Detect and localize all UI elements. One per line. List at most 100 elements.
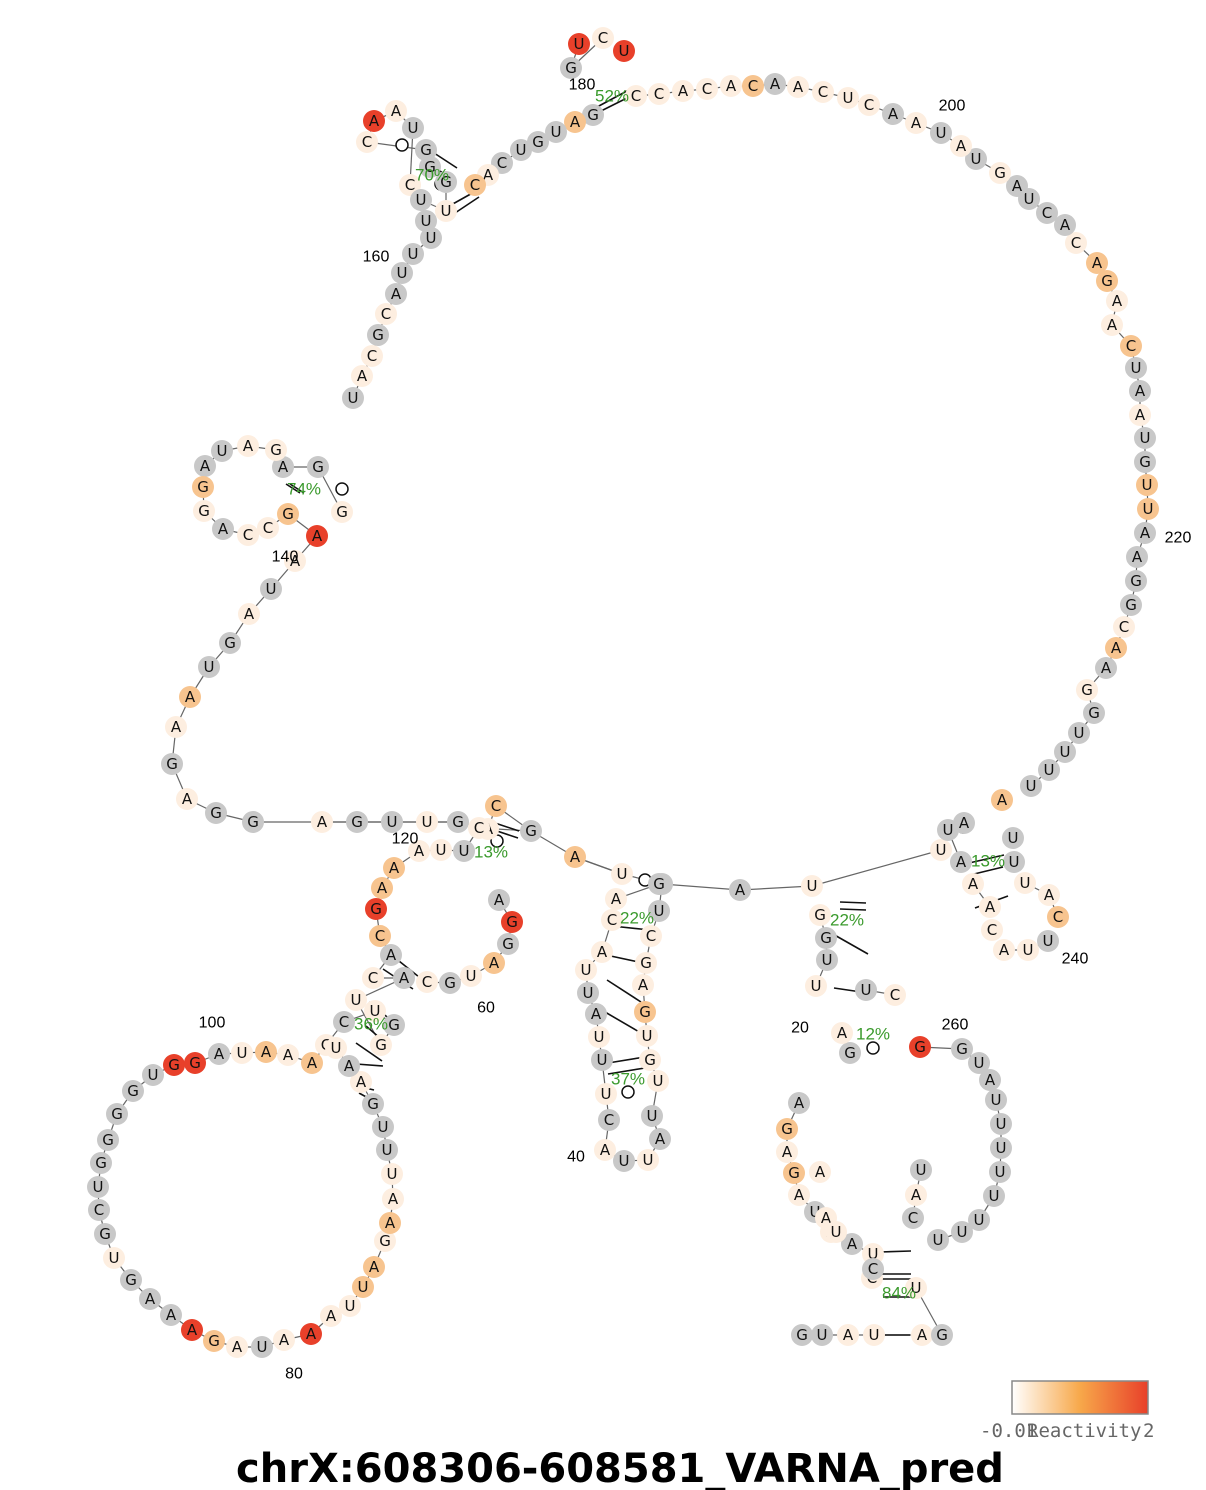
nucleotide-letter: U	[408, 119, 419, 137]
nucleotide-circle	[90, 1152, 112, 1174]
nucleotide-circle	[420, 227, 442, 249]
base-pair-line	[285, 483, 301, 494]
nucleotide-circle	[122, 1080, 144, 1102]
nucleotide: U	[142, 1064, 164, 1086]
nucleotide-circle	[979, 1069, 1001, 1091]
nucleotide-letter: A	[214, 1045, 225, 1063]
nucleotide: C	[981, 919, 1003, 941]
nucleotide: A	[991, 789, 1013, 811]
nucleotide: C	[648, 83, 670, 105]
nucleotide: A	[594, 1139, 616, 1161]
nucleotide: A	[979, 896, 1001, 918]
nucleotide-letter: A	[1060, 216, 1071, 234]
nucleotide-letter: U	[257, 1338, 268, 1356]
nucleotide-circle	[837, 1324, 859, 1346]
nucleotide: G	[560, 57, 582, 79]
nucleotide-circle	[375, 303, 397, 325]
nucleotide: U	[825, 1221, 847, 1243]
nucleotide-letter: U	[933, 1231, 944, 1249]
nucleotide-circle	[648, 900, 670, 922]
nucleotide-letter: A	[985, 898, 996, 916]
nucleotide-letter: C	[422, 973, 432, 991]
nucleotide-letter: A	[357, 367, 368, 385]
nucleotide-circle	[416, 971, 438, 993]
nucleotide-circle	[1038, 759, 1060, 781]
nucleotide-circle	[809, 904, 831, 926]
nucleotide: U	[415, 210, 437, 232]
nucleotide: A	[284, 550, 306, 572]
nucleotide-circle	[415, 210, 437, 232]
nucleotide-circle	[333, 1011, 355, 1033]
nucleotide-letter: G	[424, 158, 436, 176]
reactivity-colorbar: -0.01 Reactivity 2	[980, 1380, 1154, 1442]
nucleotide-circle	[910, 1159, 932, 1181]
nucleotide-circle	[927, 1229, 949, 1251]
nucleotide-letter: G	[1125, 596, 1137, 614]
base-pair-line	[839, 908, 867, 911]
nucleotide: A	[383, 857, 405, 879]
nucleotide: G	[635, 952, 657, 974]
base-pair-line	[596, 90, 628, 108]
nucleotide-letter: G	[247, 813, 259, 831]
nucleotide-circle	[950, 135, 972, 157]
nucleotide-circle	[905, 1184, 927, 1206]
nucleotide: A	[564, 111, 586, 133]
nucleotide-letter: U	[619, 1152, 630, 1170]
nucleotide: C	[601, 909, 623, 931]
nucleotide: G	[931, 1324, 953, 1346]
nucleotide-circle	[611, 863, 633, 885]
nucleotide-letter: A	[1101, 659, 1112, 677]
nucleotide-circle	[884, 984, 906, 1006]
nucleotide: G	[520, 820, 542, 842]
nucleotide-letter: A	[261, 1043, 272, 1061]
nucleotide-letter: C	[1119, 618, 1129, 636]
nucleotide-circle	[205, 802, 227, 824]
nucleotide: G	[203, 1330, 225, 1352]
nucleotide-circle	[527, 131, 549, 153]
nucleotide-circle	[776, 1141, 798, 1163]
nucleotide: A	[905, 1184, 927, 1206]
nucleotide: G	[815, 927, 837, 949]
nucleotide-letter: A	[917, 1326, 928, 1344]
nucleotide-circle	[1095, 657, 1117, 679]
nucleotide-letter: A	[794, 1094, 805, 1112]
nucleotide: U	[87, 1176, 109, 1198]
nucleotide: A	[160, 1304, 182, 1326]
nucleotide-letter: U	[868, 1245, 879, 1263]
nucleotide: U	[930, 839, 952, 861]
nucleotide-letter: U	[995, 1163, 1006, 1181]
nucleotide-circle	[284, 550, 306, 572]
nucleotide-circle	[301, 1052, 323, 1074]
nucleotide: A	[632, 974, 654, 996]
nucleotide-letter: U	[974, 1211, 985, 1229]
nucleotide-circle	[367, 324, 389, 346]
nucleotide-circle	[951, 1038, 973, 1060]
nucleotide: U	[989, 1161, 1011, 1183]
nucleotides: GUAUAGUCAUUUUUUUUUAUGGUAAUAGAGACCUCAUAUU…	[87, 27, 1159, 1358]
nucleotide-letter: G	[125, 1271, 137, 1289]
colorbar-title: Reactivity	[1027, 1420, 1141, 1442]
nucleotide-circle	[430, 839, 452, 861]
nucleotide: G	[97, 1129, 119, 1151]
nucleotide-letter: G	[379, 1232, 391, 1250]
nucleotide-letter: U	[583, 984, 594, 1002]
nucleotide: U	[641, 1105, 663, 1127]
nucleotide-circle	[791, 1324, 813, 1346]
nucleotide: G	[435, 171, 457, 193]
nucleotide: U	[352, 1276, 374, 1298]
nucleotide-circle	[380, 944, 402, 966]
nucleotide-letter: A	[1140, 524, 1151, 542]
nucleotide-letter: A	[494, 891, 505, 909]
nucleotide-letter: G	[532, 133, 544, 151]
nucleotide-letter: U	[869, 1326, 880, 1344]
nucleotide-circle	[595, 1083, 617, 1105]
nucleotide-circle	[637, 1149, 659, 1171]
nucleotide: G	[192, 476, 214, 498]
nucleotide-letter: G	[502, 935, 514, 953]
nucleotide: A	[729, 879, 751, 901]
nucleotide-letter: U	[831, 1223, 842, 1241]
nucleotide-circle	[1134, 451, 1156, 473]
nucleotide: A	[255, 1041, 277, 1063]
nucleotide-letter: U	[421, 212, 432, 230]
nucleotide-letter: A	[1012, 177, 1023, 195]
